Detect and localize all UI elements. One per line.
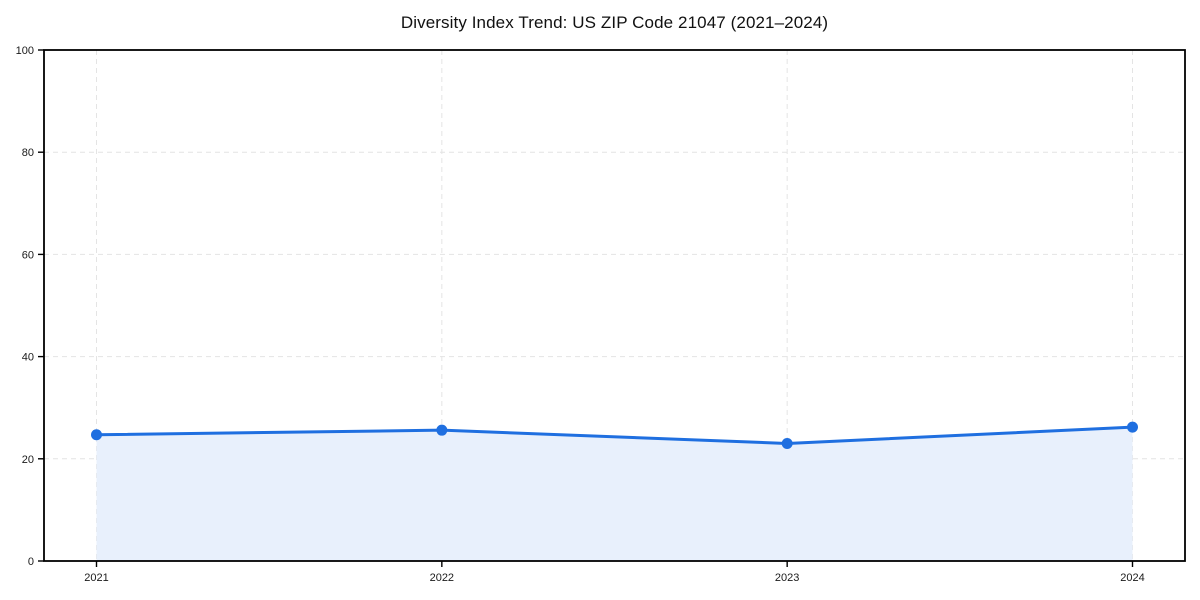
plot-border	[43, 49, 1186, 562]
y-tick-label: 20	[22, 454, 34, 466]
area-fill	[96, 427, 1133, 561]
x-tick-label: 2024	[1120, 572, 1144, 584]
y-tick-label: 80	[22, 147, 34, 159]
y-tick-label: 100	[16, 45, 34, 57]
trend-line	[95, 425, 1134, 445]
x-tick-label: 2022	[430, 572, 454, 584]
chart-title: Diversity Index Trend: US ZIP Code 21047…	[400, 13, 829, 32]
data-point-2021	[91, 429, 102, 441]
x-tick-label: 2021	[84, 572, 108, 584]
y-tick-label: 40	[22, 352, 34, 364]
y-tick-label: 0	[28, 556, 34, 568]
data-point-2022	[436, 424, 448, 436]
data-point-2024	[1127, 421, 1138, 433]
y-tick-label: 60	[22, 249, 34, 261]
x-tick-label: 2023	[775, 572, 799, 584]
data-point-2023	[781, 437, 793, 449]
